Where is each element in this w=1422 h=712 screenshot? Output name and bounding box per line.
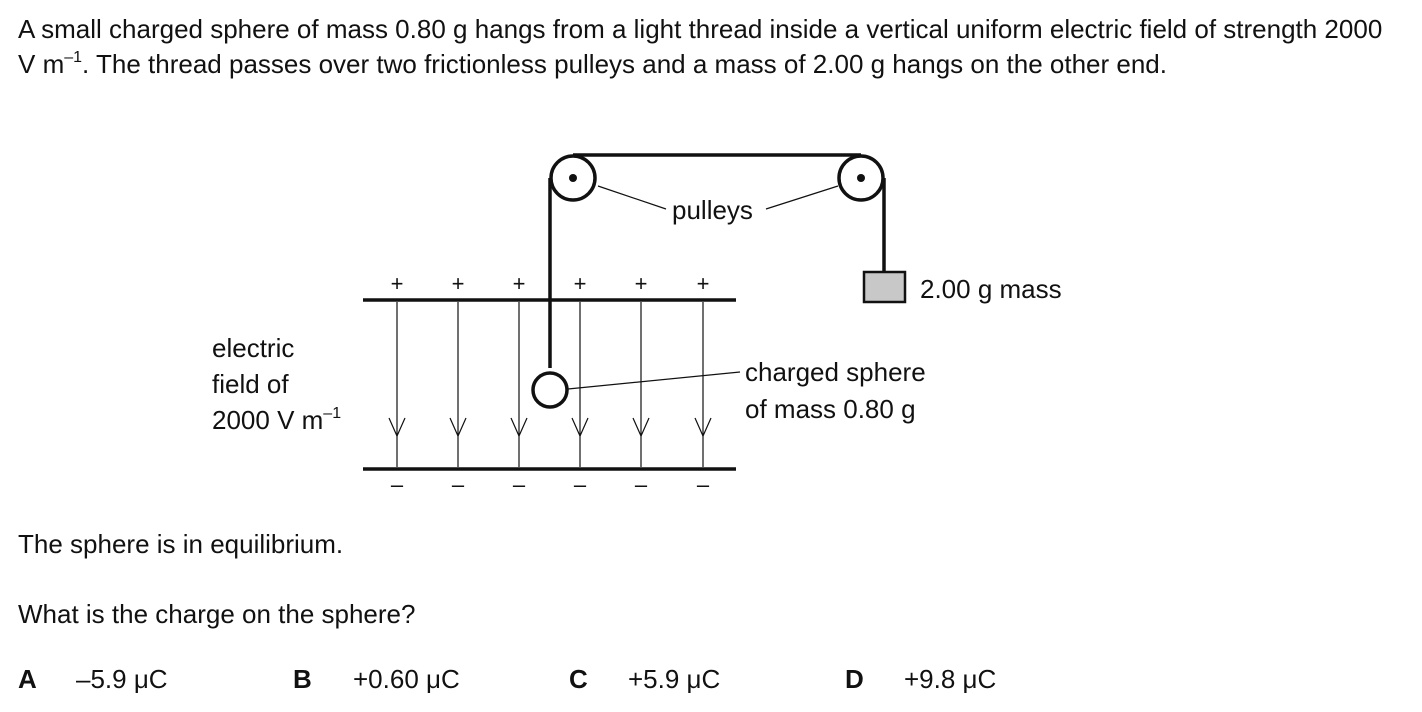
- option-value: +5.9 μC: [628, 664, 721, 694]
- field-label-exponent: –1: [323, 405, 341, 422]
- plus-sign: +: [452, 271, 465, 296]
- field-label-value: 2000 V m: [212, 405, 323, 435]
- field-label-line1: electric: [212, 333, 294, 363]
- equilibrium-statement: The sphere is in equilibrium.: [18, 529, 344, 559]
- option-b[interactable]: B +0.60 μC: [293, 664, 460, 695]
- sphere-label-line2: of mass 0.80 g: [745, 394, 916, 424]
- field-line: [632, 302, 650, 467]
- question-prompt: What is the charge on the sphere?: [18, 599, 416, 629]
- field-line: [388, 302, 406, 467]
- field-line: [510, 302, 528, 467]
- right-pulley: [837, 154, 885, 202]
- field-lines: [388, 302, 712, 467]
- sphere-label-line1: charged sphere: [745, 357, 926, 387]
- minus-sign: –: [513, 472, 526, 497]
- field-label-line2: field of: [212, 369, 289, 399]
- mass-label: 2.00 g mass: [920, 274, 1062, 304]
- field-line: [571, 302, 589, 467]
- intro-exponent: –1: [64, 49, 83, 66]
- option-value: +9.8 μC: [904, 664, 997, 694]
- minus-sign: –: [391, 472, 404, 497]
- minus-sign: –: [452, 472, 465, 497]
- field-line: [694, 302, 712, 467]
- option-letter: D: [845, 664, 864, 694]
- field-line: [449, 302, 467, 467]
- plus-sign: +: [391, 271, 404, 296]
- plus-sign: +: [574, 271, 587, 296]
- left-pulley: [549, 154, 597, 202]
- option-d[interactable]: D +9.8 μC: [845, 664, 996, 695]
- minus-signs: – – – – – –: [391, 472, 710, 497]
- plus-sign: +: [697, 271, 710, 296]
- answer-options: A –5.9 μC B +0.60 μC C +5.9 μC D +9.8 μC: [0, 664, 1422, 700]
- plus-signs: + + + + + +: [391, 271, 710, 296]
- minus-sign: –: [574, 472, 587, 497]
- question-intro: A small charged sphere of mass 0.80 g ha…: [18, 12, 1398, 82]
- sphere-leader-line: [567, 371, 741, 390]
- intro-text-2: . The thread passes over two frictionles…: [82, 49, 1167, 79]
- thread: [548, 153, 886, 368]
- plus-sign: +: [635, 271, 648, 296]
- charged-sphere: [531, 371, 569, 409]
- plus-sign: +: [513, 271, 526, 296]
- minus-sign: –: [697, 472, 710, 497]
- option-c[interactable]: C +5.9 μC: [569, 664, 720, 695]
- field-label-line3: 2000 V m–1: [212, 405, 341, 435]
- option-letter: B: [293, 664, 312, 694]
- option-value: –5.9 μC: [76, 664, 168, 694]
- pulleys-label: pulleys: [672, 195, 753, 225]
- intro-text-1: A small charged sphere of mass 0.80 g ha…: [18, 14, 1383, 79]
- hanging-mass: [862, 270, 907, 304]
- pulley-leader-lines: [597, 185, 839, 210]
- minus-sign: –: [635, 472, 648, 497]
- option-a[interactable]: A –5.9 μC: [18, 664, 168, 695]
- option-value: +0.60 μC: [353, 664, 460, 694]
- option-letter: C: [569, 664, 588, 694]
- option-letter: A: [18, 664, 37, 694]
